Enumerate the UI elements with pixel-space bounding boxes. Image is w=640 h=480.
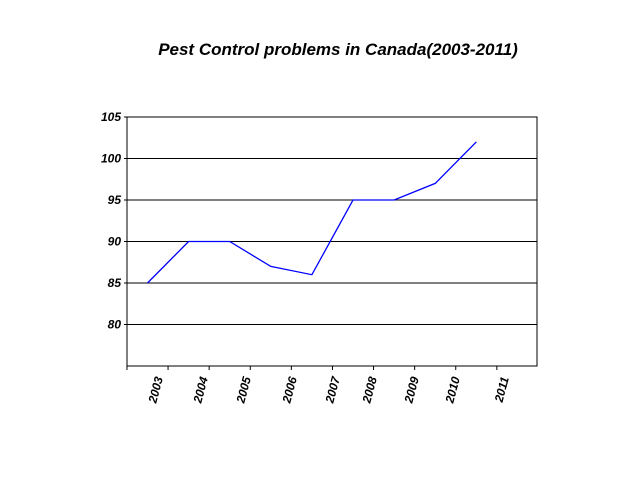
y-tick-label: 100 [101,152,121,166]
y-tick-label: 90 [108,235,122,249]
series-line [147,141,477,284]
x-tick-label: 2007 [322,374,343,406]
x-tick-label: 2009 [401,375,422,406]
x-tick-label: 2005 [233,375,254,406]
y-tick-label: 80 [108,318,122,332]
y-tick-label: 85 [108,276,122,290]
chart-title: Pest Control problems in Canada(2003-201… [158,40,518,59]
y-tick-label: 95 [108,193,122,207]
x-tick-label: 2010 [442,375,463,406]
x-tick-label: 2011 [491,375,512,405]
x-tick-label: 2003 [145,375,166,406]
y-tick-label: 105 [101,110,121,124]
x-tick-label: 2006 [279,375,300,406]
x-tick-label: 2004 [190,375,211,406]
x-tick-label: 2008 [359,375,380,406]
